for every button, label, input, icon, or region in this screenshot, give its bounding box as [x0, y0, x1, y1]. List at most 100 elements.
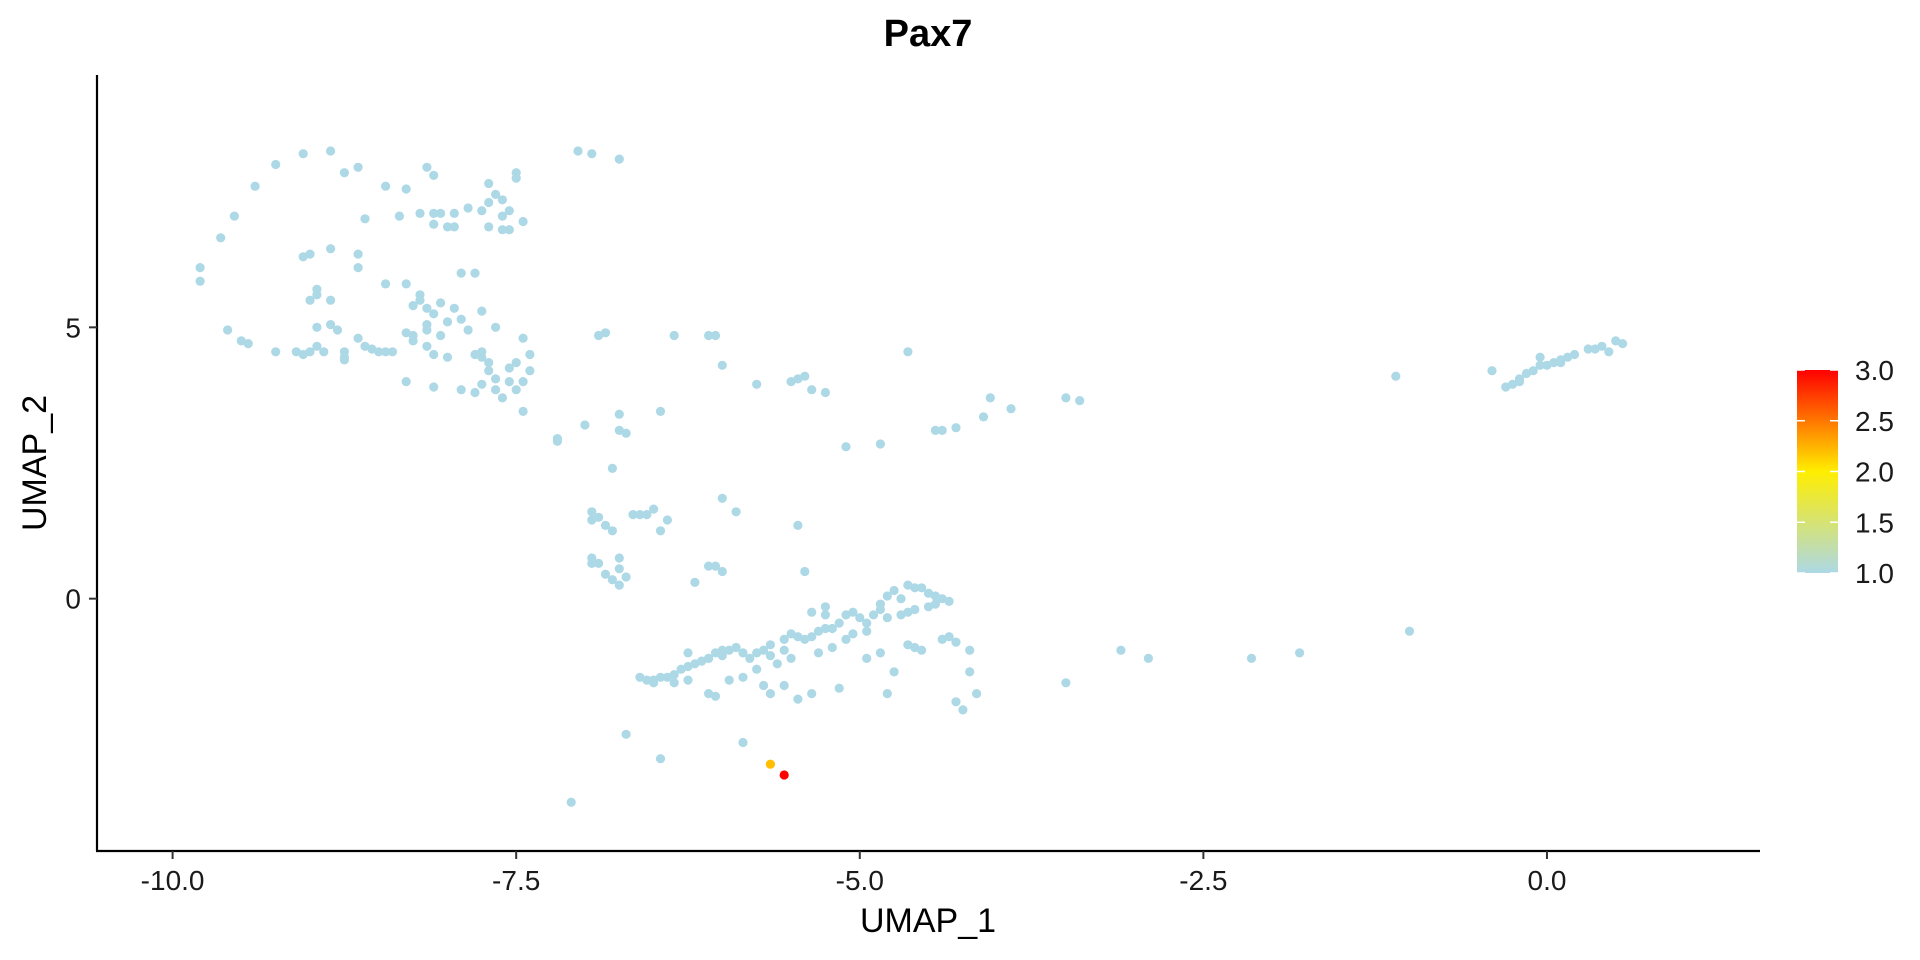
data-point [1549, 358, 1559, 368]
data-point [332, 325, 343, 335]
data-point [491, 385, 501, 395]
data-point [422, 303, 432, 313]
data-point [614, 409, 624, 419]
data-point [1535, 360, 1545, 370]
data-point [312, 341, 322, 351]
data-point [1246, 653, 1257, 664]
data-point [429, 219, 439, 229]
data-point [813, 626, 824, 636]
data-point [1569, 349, 1580, 360]
data-point [518, 377, 528, 387]
data-point [381, 347, 391, 357]
data-point [374, 347, 384, 357]
data-point [1514, 377, 1525, 387]
data-point [669, 330, 679, 341]
data-point [841, 442, 851, 452]
data-point [875, 604, 886, 615]
data-point [442, 317, 453, 327]
data-point [607, 463, 618, 473]
data-point [250, 181, 260, 191]
data-point [752, 379, 762, 389]
data-point [387, 347, 398, 357]
x-axis-title: UMAP_1 [860, 902, 996, 940]
data-point [848, 607, 858, 617]
y-axis-title: UMAP_2 [16, 395, 54, 531]
data-point [1487, 366, 1497, 376]
data-point [848, 629, 858, 639]
data-point [436, 298, 446, 308]
data-point [765, 640, 776, 650]
data-point [600, 328, 611, 338]
data-point [484, 358, 494, 368]
data-point [497, 393, 507, 403]
data-point [896, 594, 906, 604]
data-point [587, 558, 597, 569]
data-point [229, 211, 239, 221]
color-legend: 1.0 1.5 2.0 2.5 3.0 [1797, 355, 1894, 589]
data-point [456, 385, 466, 395]
data-point [511, 358, 521, 368]
data-point [271, 159, 281, 170]
data-point [436, 208, 446, 218]
data-point [614, 154, 624, 164]
data-point [436, 330, 446, 341]
data-point [504, 206, 514, 216]
data-point [326, 146, 336, 156]
data-point [800, 371, 810, 381]
data-point [862, 626, 872, 636]
data-point [360, 341, 370, 351]
data-point [491, 189, 501, 199]
data-points [195, 146, 1628, 807]
data-point [765, 689, 776, 699]
data-point [422, 325, 432, 335]
data-point [1061, 678, 1071, 688]
data-point [353, 162, 363, 172]
data-point [759, 680, 769, 691]
data-point [621, 729, 631, 739]
data-point [765, 759, 776, 769]
data-point [470, 268, 480, 278]
data-point [841, 634, 851, 645]
data-point [765, 651, 776, 661]
data-point [305, 295, 315, 305]
data-point [717, 360, 727, 370]
data-point [800, 566, 810, 577]
data-point [710, 330, 721, 341]
data-point [965, 667, 975, 677]
data-point [738, 737, 748, 748]
data-point [690, 577, 700, 588]
data-point [408, 301, 418, 311]
data-point [573, 146, 583, 156]
data-point [1590, 344, 1600, 354]
data-point [504, 225, 514, 235]
data-point [484, 178, 494, 189]
data-point [484, 197, 494, 208]
data-point [944, 632, 954, 642]
data-point [676, 664, 686, 674]
data-point [820, 602, 831, 612]
data-point [408, 336, 418, 346]
data-point [1508, 379, 1518, 389]
data-point [587, 515, 597, 525]
data-point [580, 420, 590, 430]
data-point [518, 406, 528, 416]
data-point [484, 366, 494, 376]
data-point [401, 377, 411, 387]
data-point [477, 379, 487, 389]
data-point [1563, 352, 1573, 362]
data-point [724, 675, 734, 685]
data-point [195, 263, 205, 273]
data-point [779, 680, 789, 691]
data-point [738, 648, 748, 658]
data-point [312, 290, 322, 300]
data-point [889, 667, 899, 677]
data-point [649, 678, 659, 688]
data-point [477, 347, 487, 357]
data-point [415, 295, 425, 305]
data-point [491, 374, 501, 384]
data-point [704, 561, 714, 571]
data-point [429, 309, 439, 319]
data-point [429, 170, 439, 180]
data-point [807, 632, 817, 642]
data-point [236, 336, 246, 346]
